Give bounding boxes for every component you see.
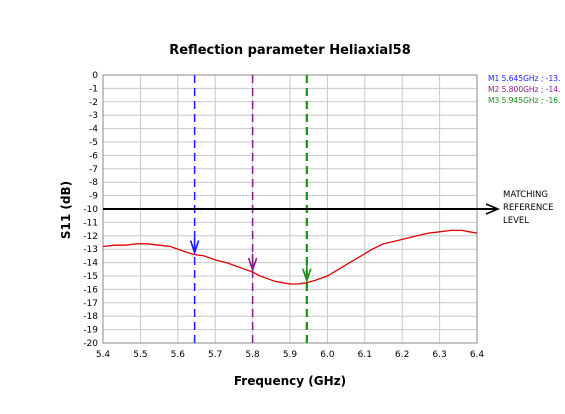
x-axis-label: Frequency (GHz): [234, 374, 346, 388]
x-tick-label: 6.4: [470, 350, 485, 360]
y-tick-label: -13: [83, 245, 98, 255]
reference-label-line: MATCHING: [503, 190, 548, 200]
marker-legend-m2: M2 5.800GHz ; -14.: [488, 85, 560, 94]
y-tick-label: -20: [83, 339, 98, 349]
y-tick-label: -6: [89, 151, 98, 161]
x-tick-labels: 5.4 5.5 5.6 5.7 5.8 5.9 6.0 6.1 6.2 6.3 6.4: [96, 350, 485, 360]
marker-legend-m1: M1 5.645GHz ; -13.: [488, 74, 560, 83]
x-tick-label: 6.0: [320, 350, 335, 360]
marker-arrow-icon: [302, 264, 312, 284]
y-tick-label: -7: [89, 165, 98, 175]
y-tick-label: -16: [83, 285, 98, 295]
y-axis-label: S11 (dB): [59, 181, 73, 239]
reference-label-line: REFERENCE: [503, 203, 553, 213]
y-tick-label: -18: [83, 312, 98, 322]
x-tick-label: 5.8: [245, 350, 260, 360]
marker-arrow-icon: [189, 236, 200, 256]
arrow-right-icon: [485, 203, 500, 215]
marker-legend: M1 5.645GHz ; -13. M2 5.800GHz ; -14. M3 5…: [488, 74, 560, 105]
reference-label-line: LEVEL: [503, 216, 529, 226]
y-tick-label: -8: [89, 178, 98, 188]
marker-arrow-icon: [247, 253, 258, 273]
marker-legend-m3: M3 5.945GHz ; -16.: [488, 96, 560, 105]
y-tick-label: -14: [83, 259, 98, 269]
y-tick-label: -5: [89, 138, 98, 148]
x-tick-label: 6.3: [432, 350, 446, 360]
y-tick-label: -15: [83, 272, 98, 282]
chart-title: Reflection parameter Heliaxial58: [169, 43, 411, 58]
y-tick-label: -19: [83, 326, 98, 336]
y-tick-label: -4: [89, 125, 98, 135]
series-layer: [102, 229, 478, 285]
y-tick-label: -3: [89, 111, 98, 121]
x-tick-label: 5.6: [171, 350, 186, 360]
y-tick-label: -2: [89, 98, 98, 108]
y-tick-labels: 0 -1 -2 -3 -4 -5 -6 -7 -8 -9 -10 -11 -12 -13 -14 -15 -16…: [83, 71, 98, 349]
y-tick-label: -17: [83, 299, 98, 309]
y-tick-label: -9: [89, 192, 98, 202]
x-tick-label: 6.2: [395, 350, 409, 360]
reference-line-group: MATCHING REFERENCE LEVEL: [103, 190, 553, 226]
x-tick-label: 5.7: [208, 350, 222, 360]
x-tick-label: 5.5: [133, 350, 147, 360]
y-tick-label: -11: [83, 218, 98, 228]
y-tick-label: -10: [83, 205, 98, 215]
x-tick-label: 6.1: [358, 350, 372, 360]
y-tick-label: -12: [83, 232, 98, 242]
y-tick-label: -1: [89, 84, 98, 94]
marker-arrows: [189, 236, 312, 284]
s11-line: [102, 229, 478, 285]
x-tick-label: 5.4: [96, 350, 111, 360]
x-tick-label: 5.9: [283, 350, 298, 360]
y-tick-label: 0: [92, 71, 98, 81]
